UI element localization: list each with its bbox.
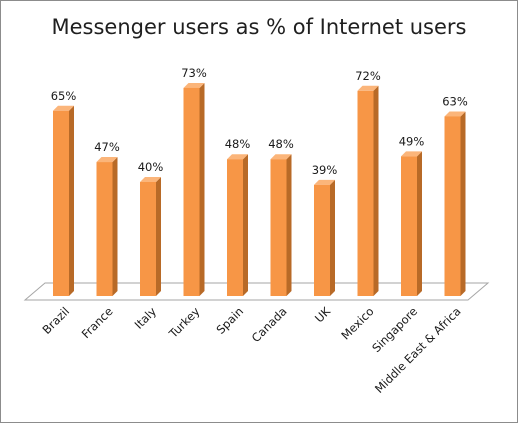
data-label: 73%	[181, 66, 207, 80]
data-label: 65%	[51, 89, 77, 103]
bar-front	[183, 87, 200, 296]
bar-side	[373, 85, 379, 296]
data-label: 39%	[312, 163, 338, 177]
bar	[140, 177, 161, 296]
bar-front	[270, 159, 287, 296]
bar	[183, 82, 205, 296]
bar-side	[286, 154, 292, 296]
bar-front	[401, 156, 417, 296]
bar-top	[270, 154, 292, 160]
bar-front	[227, 159, 243, 296]
bar-front	[314, 184, 330, 296]
bar	[314, 179, 335, 296]
data-label: 40%	[138, 160, 164, 174]
category-tick-label: Italy	[132, 304, 160, 332]
bar-front	[96, 162, 113, 296]
bar	[96, 157, 118, 296]
bar	[227, 154, 248, 296]
category-tick-label: Mexico	[338, 304, 376, 342]
data-label: 47%	[94, 140, 120, 154]
data-label: 63%	[442, 94, 468, 108]
bar-top	[314, 179, 335, 185]
bar-top	[53, 105, 74, 111]
bar-top	[401, 151, 422, 157]
bar-side	[112, 157, 118, 296]
bar-side	[156, 177, 161, 296]
category-tick-label: Middle East & Africa	[372, 304, 464, 396]
bar	[270, 154, 292, 296]
bar-top	[227, 154, 248, 160]
bar-top	[444, 111, 466, 117]
data-label: 48%	[225, 137, 251, 151]
category-tick-label: UK	[312, 304, 334, 326]
bar	[401, 151, 422, 296]
bar-front	[444, 116, 461, 296]
data-label: 72%	[355, 69, 381, 83]
bar-front	[53, 110, 69, 296]
bar	[357, 85, 379, 296]
bar-side	[460, 111, 466, 296]
bar-side	[417, 151, 422, 296]
category-tick-label: Canada	[249, 304, 290, 345]
bar-side	[243, 154, 248, 296]
category-tick-label: Spain	[213, 304, 246, 337]
data-label: 49%	[399, 134, 425, 148]
bar-top	[357, 85, 379, 91]
bar-side	[330, 179, 335, 296]
bar-side	[69, 105, 74, 296]
chart-title: Messenger users as % of Internet users	[51, 15, 467, 39]
bar-side	[199, 82, 205, 296]
category-tick-label: Turkey	[166, 304, 203, 341]
bar-front	[357, 90, 374, 296]
chart-floor	[23, 282, 490, 301]
bar	[444, 111, 466, 296]
bar-top	[96, 157, 118, 163]
bar	[53, 105, 74, 296]
bar-top	[183, 82, 205, 88]
category-tick-label: France	[79, 304, 116, 341]
bar-top	[140, 177, 161, 182]
data-label: 48%	[268, 137, 294, 151]
bar-front	[140, 182, 156, 296]
category-tick-label: Brazil	[40, 304, 73, 337]
